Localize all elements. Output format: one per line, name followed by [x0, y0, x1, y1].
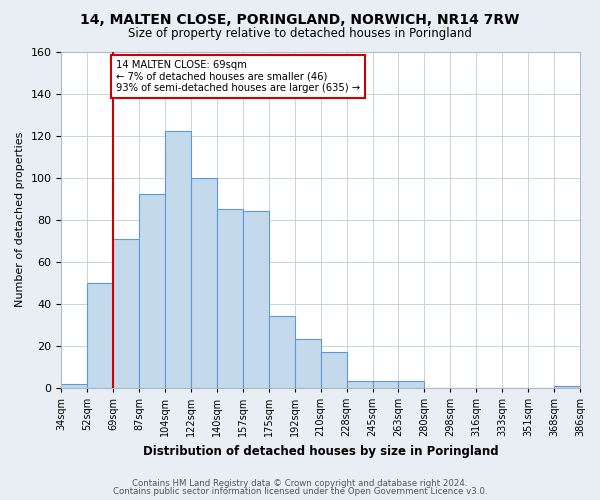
Bar	[295, 340, 321, 388]
X-axis label: Distribution of detached houses by size in Poringland: Distribution of detached houses by size …	[143, 444, 499, 458]
Text: Contains public sector information licensed under the Open Government Licence v3: Contains public sector information licen…	[113, 487, 487, 496]
Bar	[321, 352, 347, 388]
Bar	[165, 132, 191, 388]
Bar	[217, 209, 243, 388]
Bar	[243, 211, 269, 388]
Bar	[554, 386, 580, 388]
Text: Contains HM Land Registry data © Crown copyright and database right 2024.: Contains HM Land Registry data © Crown c…	[132, 478, 468, 488]
Text: 14 MALTEN CLOSE: 69sqm
← 7% of detached houses are smaller (46)
93% of semi-deta: 14 MALTEN CLOSE: 69sqm ← 7% of detached …	[116, 60, 360, 93]
Text: 14, MALTEN CLOSE, PORINGLAND, NORWICH, NR14 7RW: 14, MALTEN CLOSE, PORINGLAND, NORWICH, N…	[80, 12, 520, 26]
Bar	[373, 382, 398, 388]
Bar	[269, 316, 295, 388]
Y-axis label: Number of detached properties: Number of detached properties	[15, 132, 25, 308]
Text: Size of property relative to detached houses in Poringland: Size of property relative to detached ho…	[128, 28, 472, 40]
Bar	[61, 384, 88, 388]
Bar	[347, 382, 373, 388]
Bar	[191, 178, 217, 388]
Bar	[398, 382, 424, 388]
Bar	[88, 282, 113, 388]
Bar	[113, 238, 139, 388]
Bar	[139, 194, 165, 388]
